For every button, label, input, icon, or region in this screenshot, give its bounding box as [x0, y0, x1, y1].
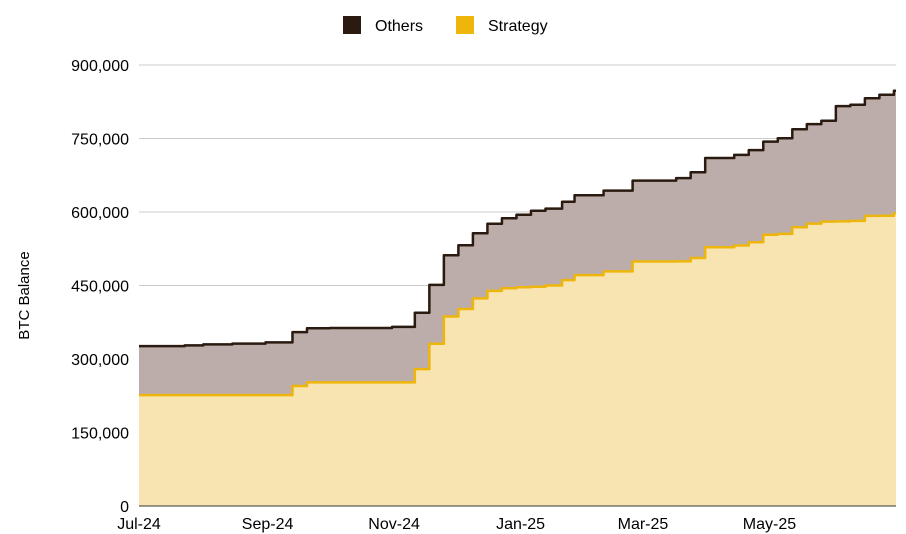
- y-tick-label: 150,000: [71, 426, 129, 443]
- x-tick-label: Sep-24: [242, 516, 294, 533]
- y-axis-title: BTC Balance: [16, 251, 33, 339]
- x-tick-label: Jul-24: [117, 516, 161, 533]
- area-others: [139, 90, 896, 396]
- x-tick-label: Jan-25: [496, 516, 545, 533]
- y-tick-label: 450,000: [71, 279, 129, 296]
- x-tick-label: Nov-24: [368, 516, 420, 533]
- y-tick-label: 0: [120, 499, 129, 516]
- x-tick-label: Mar-25: [618, 516, 669, 533]
- y-tick-label: 300,000: [71, 352, 129, 369]
- plot-areas: [139, 90, 896, 507]
- x-axis: Jul-24 Sep-24 Nov-24 Jan-25 Mar-25 May-25: [117, 505, 896, 533]
- area-strategy: [139, 213, 896, 507]
- line-others: [139, 89, 896, 348]
- y-tick-label: 750,000: [71, 132, 129, 149]
- line-strategy: [139, 212, 896, 397]
- legend: Others Strategy: [343, 16, 548, 35]
- legend-label: Others: [375, 18, 423, 35]
- x-tick-label: May-25: [743, 516, 796, 533]
- y-axis: 0 150,000 300,000 450,000 600,000 750,000 900,…: [71, 58, 129, 516]
- legend-swatch: [456, 16, 474, 34]
- y-tick-label: 900,000: [71, 58, 129, 75]
- legend-swatch: [343, 16, 361, 34]
- legend-label: Strategy: [488, 18, 548, 35]
- series-lines: [139, 89, 896, 397]
- y-tick-label: 600,000: [71, 205, 129, 222]
